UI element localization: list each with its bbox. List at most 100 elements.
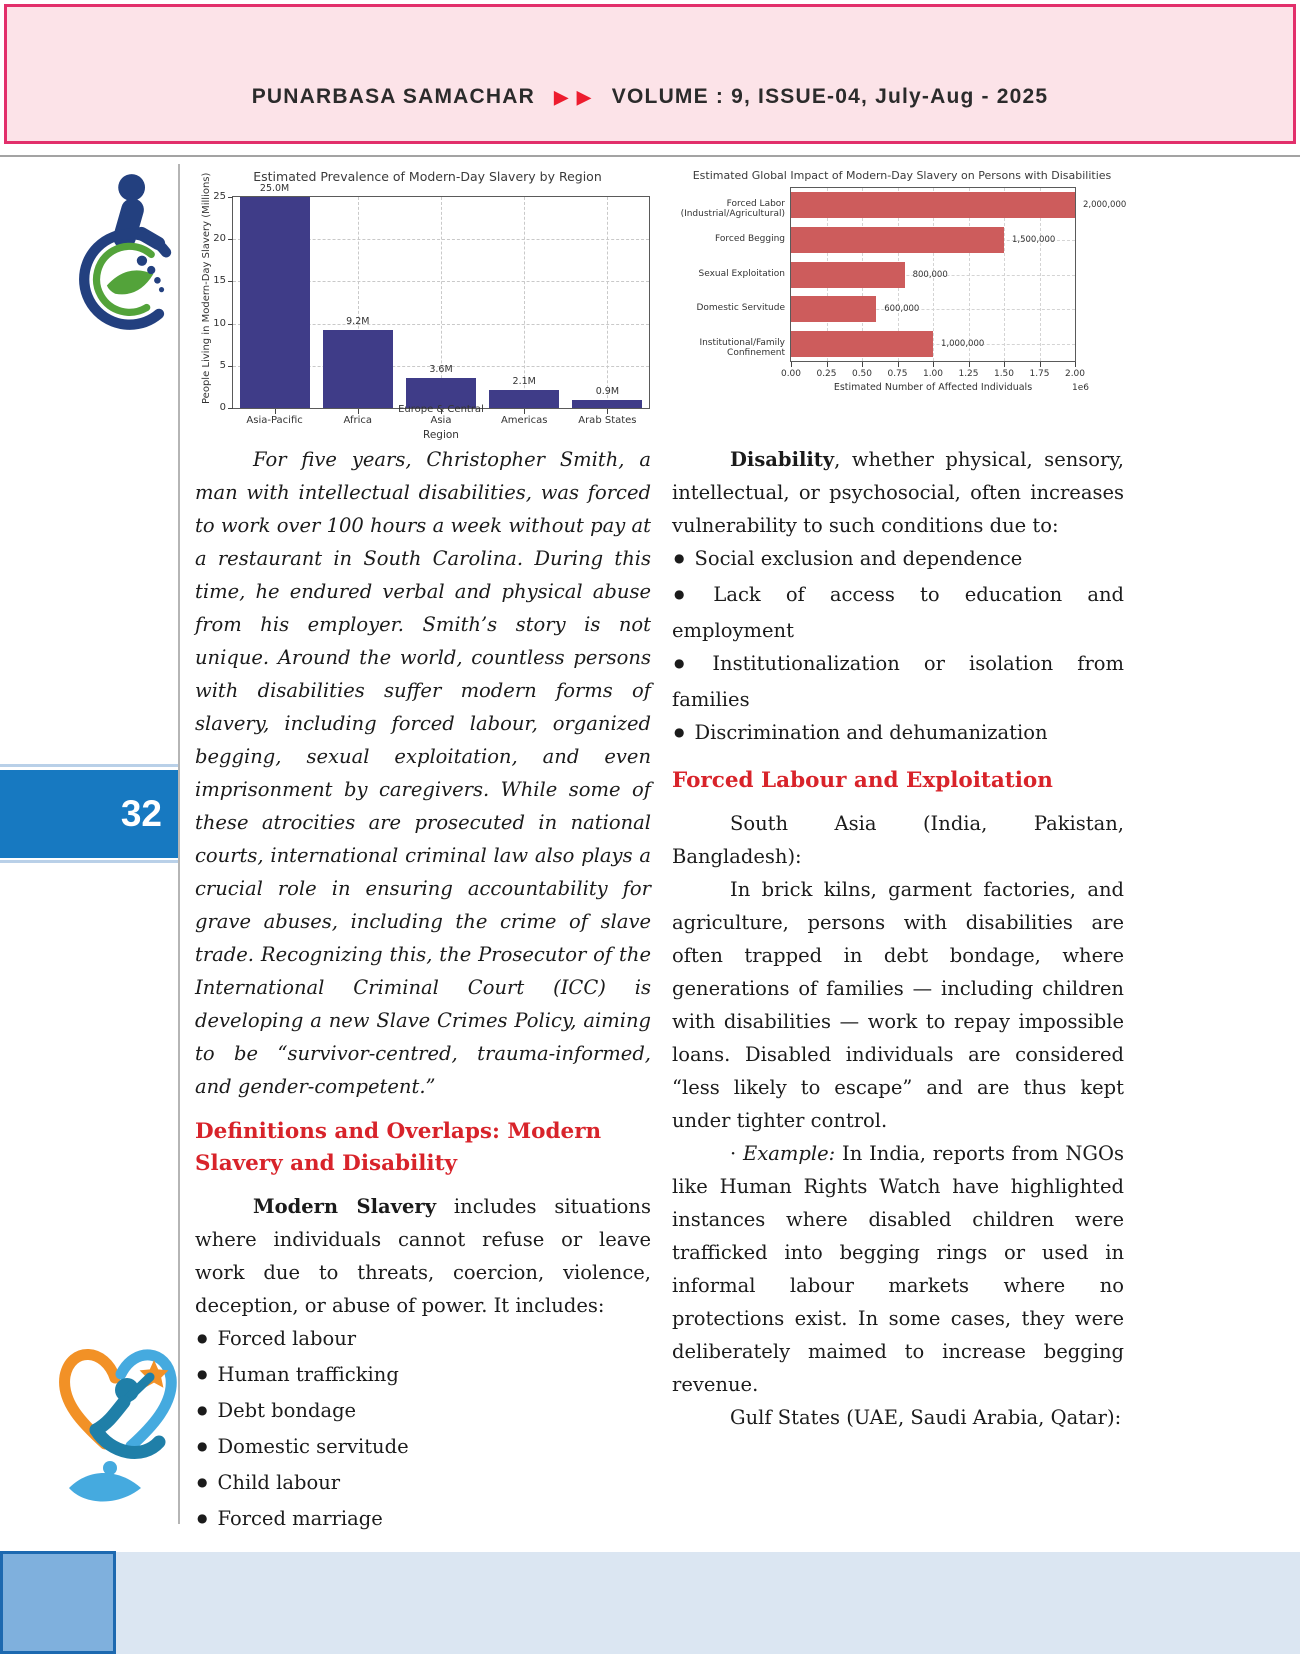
x-tick-label: 1.00 (922, 369, 944, 379)
bar-value-label: 800,000 (912, 269, 948, 280)
list-item: Debt bondage (195, 1394, 651, 1430)
x-tick-label: Africa (343, 415, 373, 426)
section-heading-forced-labour: Forced Labour and Exploitation (672, 768, 1053, 793)
example-rest: In India, reports from NGOs like Human R… (672, 1142, 1124, 1396)
category-label: Domestic Servitude (696, 303, 785, 314)
modern-slavery-paragraph: Modern Slavery includes situations where… (195, 1190, 651, 1322)
arrow-icons: ▶ ▶ (554, 87, 593, 107)
header-divider (0, 155, 1300, 157)
left-text-column: For five years, Christopher Smith, a man… (195, 443, 651, 1538)
page-number: 32 (120, 793, 162, 834)
x-tick-label: 0.75 (887, 369, 908, 379)
chart-plot-area: Estimated Number of Affected Individuals… (681, 187, 1126, 393)
tick-mark (228, 197, 233, 198)
tick-mark (1004, 362, 1005, 367)
list-item: Institutionalization or isolation from f… (672, 647, 1124, 716)
issue-info: VOLUME : 9, ISSUE-04, July-Aug - 2025 (611, 85, 1049, 108)
y-tick-label: 20 (213, 233, 226, 245)
chart-impact-on-disabilities: Estimated Global Impact of Modern-Day Sl… (668, 163, 1136, 397)
category-label: Forced Begging (715, 233, 785, 244)
bar-value-label: 2.1M (512, 376, 536, 388)
masthead-text: PUNARBASA SAMACHAR ▶ ▶ VOLUME : 9, ISSUE… (7, 85, 1293, 109)
page-number-badge: 32 (0, 770, 178, 858)
tick-mark (862, 362, 863, 367)
x-tick-label: 1.25 (958, 369, 979, 379)
list-item: Forced marriage (195, 1502, 651, 1538)
disability-rest: , whether physical, sensory, intellectua… (672, 448, 1124, 537)
bar (239, 197, 310, 408)
example-prefix: · (730, 1142, 744, 1165)
intro-paragraph: For five years, Christopher Smith, a man… (195, 448, 651, 1098)
bar (791, 261, 905, 288)
list-item: Domestic servitude (195, 1430, 651, 1466)
tick-mark (228, 408, 233, 409)
bar (572, 400, 643, 408)
y-tick-label: 15 (213, 275, 226, 287)
tick-mark (791, 362, 792, 367)
x-tick-label: 0.50 (851, 369, 873, 379)
modern-slavery-list: Forced labourHuman traffickingDebt bonda… (195, 1322, 651, 1538)
care-heart-logo-icon (59, 1349, 177, 1502)
gridline (441, 197, 442, 408)
y-tick-label: 0 (219, 402, 226, 413)
x-tick-label: Arab States (578, 415, 637, 426)
bar-value-label: 1,000,000 (941, 338, 985, 349)
bar (791, 330, 933, 357)
bar-value-label: 0.9M (595, 386, 620, 398)
tick-mark (968, 362, 970, 367)
example-paragraph: · Example: In India, reports from NGOs l… (672, 1137, 1124, 1401)
disability-lead: Disability (730, 448, 835, 471)
axis-scale-note: 1e6 (1072, 383, 1089, 393)
x-tick-label: Asia-Pacific (246, 415, 303, 426)
footer-band (0, 1552, 1300, 1654)
bar-value-label: 1,500,000 (1012, 234, 1056, 245)
x-tick-label: Europe & Central Asia (398, 404, 484, 426)
x-axis-label: Estimated Number of Affected Individuals (833, 382, 1033, 393)
list-item: Human trafficking (195, 1358, 651, 1394)
tick-mark (826, 362, 828, 367)
tick-mark (441, 409, 442, 414)
tick-mark (228, 323, 233, 325)
bar-value-label: 600,000 (884, 304, 920, 315)
gridline (607, 197, 609, 408)
modern-slavery-lead: Modern Slavery (253, 1195, 437, 1218)
tick-mark (274, 409, 276, 414)
x-tick-label: 1.75 (1029, 369, 1050, 379)
x-tick-label: Americas (500, 415, 548, 426)
list-item: Child labour (195, 1466, 651, 1502)
south-asia-paragraph: South Asia (India, Pakistan, Bangladesh)… (672, 812, 1124, 868)
tick-mark (524, 409, 526, 414)
bar (791, 226, 1004, 253)
vulnerability-list: Social exclusion and dependenceLack of a… (672, 542, 1124, 752)
bar-value-label: 3.6M (429, 363, 453, 375)
tick-mark (357, 409, 359, 414)
tick-mark (228, 281, 233, 283)
footer-corner-box (0, 1551, 116, 1654)
category-label: Institutional/Family Confinement (699, 337, 785, 358)
masthead: PUNARBASA SAMACHAR ▶ ▶ VOLUME : 9, ISSUE… (4, 4, 1296, 144)
category-label: Forced Labor (Industrial/Agricultural) (680, 199, 785, 220)
list-item: Lack of access to education and employme… (672, 578, 1124, 647)
y-axis-label: People Living in Modern-Day Slavery (Mil… (201, 172, 212, 404)
tick-mark (607, 409, 609, 414)
brick-kilns-paragraph: In brick kilns, garment factories, and a… (672, 878, 1124, 1132)
x-axis-label: Region (423, 429, 459, 441)
badge-rule-top (0, 764, 178, 767)
bar (322, 330, 393, 408)
magazine-title: PUNARBASA SAMACHAR (251, 85, 536, 108)
y-tick-label: 25 (213, 191, 226, 202)
x-tick-label: 0.25 (816, 369, 837, 379)
chart-plot-area: People Living in Modern-Day Slavery (Mil… (201, 173, 650, 441)
tick-mark (1075, 362, 1076, 367)
modern-slavery-rest: includes situations where individuals ca… (195, 1195, 651, 1317)
x-tick-label: 1.50 (993, 369, 1015, 379)
vertical-divider (178, 164, 180, 1524)
bar (791, 296, 877, 323)
chart-title: Estimated Global Impact of Modern-Day Sl… (692, 169, 1112, 182)
disability-paragraph: Disability, whether physical, sensory, i… (672, 443, 1124, 542)
badge-rule-bottom (0, 860, 178, 863)
tick-mark (228, 365, 233, 367)
gulf-states-paragraph: Gulf States (UAE, Saudi Arabia, Qatar): (730, 1406, 1122, 1429)
bar-value-label: 25.0M (259, 183, 290, 194)
